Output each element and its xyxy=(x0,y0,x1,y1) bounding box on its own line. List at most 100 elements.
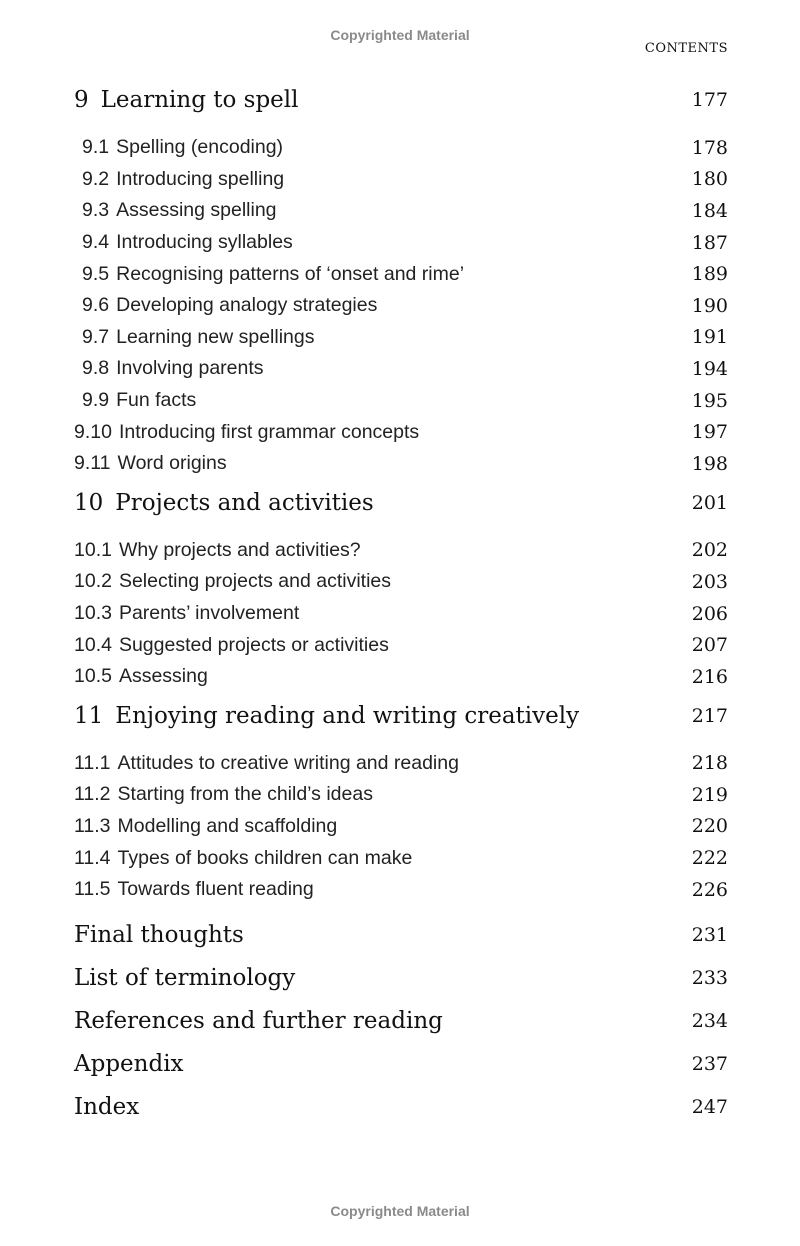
section-page: 191 xyxy=(691,326,728,349)
section-number: 10.2 xyxy=(74,570,112,593)
section-title: Assessing spelling xyxy=(116,199,277,222)
end-matter-title: Index xyxy=(74,1093,140,1120)
chapter-number: 9 xyxy=(74,87,89,113)
section-number: 10.3 xyxy=(74,602,112,625)
section-page: 178 xyxy=(691,136,728,159)
section-number: 9.8 xyxy=(82,357,110,380)
section-number: 11.2 xyxy=(74,783,111,806)
chapter-group: 10 Projects and activities 201 10.1 Why proj… xyxy=(74,480,728,693)
section-title: Modelling and scaffolding xyxy=(117,814,338,837)
section-heading: 10.5 Assessing xyxy=(74,665,208,688)
chapter-page: 217 xyxy=(691,704,728,727)
end-matter-page: 237 xyxy=(691,1052,728,1075)
end-matter-title: References and further reading xyxy=(74,1007,443,1034)
section-number: 9.1 xyxy=(82,136,110,159)
end-matter-page: 231 xyxy=(691,923,728,946)
section-title: Types of books children can make xyxy=(117,846,413,869)
section-title: Involving parents xyxy=(116,357,264,380)
section-number: 10.5 xyxy=(74,665,112,688)
section-entry: 9.2 Introducing spelling 180 xyxy=(74,164,728,196)
section-entry: 9.9 Fun facts 195 xyxy=(74,385,728,417)
section-entry: 11.3 Modelling and scaffolding 220 xyxy=(74,811,728,843)
section-number: 11.5 xyxy=(74,878,111,901)
end-matter-title: List of terminology xyxy=(74,964,296,991)
section-entry: 9.7 Learning new spellings 191 xyxy=(74,322,728,354)
section-entry: 11.4 Types of books children can make 222 xyxy=(74,842,728,874)
section-page: 220 xyxy=(691,815,728,838)
chapter-heading: 9 Learning to spell xyxy=(74,87,299,113)
section-heading: 11.2 Starting from the child’s ideas xyxy=(74,783,373,806)
section-number: 9.6 xyxy=(82,294,110,317)
section-title: Attitudes to creative writing and readin… xyxy=(117,751,459,774)
chapter-page: 201 xyxy=(691,491,728,514)
section-title: Towards fluent reading xyxy=(117,878,314,901)
chapter-title: Enjoying reading and writing creatively xyxy=(115,702,580,729)
section-title: Selecting projects and activities xyxy=(118,570,392,593)
end-matter: Final thoughts 231 List of terminology 233 R… xyxy=(74,913,728,1128)
section-title: Suggested projects or activities xyxy=(118,633,389,656)
section-entry: 10.4 Suggested projects or activities 207 xyxy=(74,629,728,661)
section-page: 219 xyxy=(691,783,728,806)
section-number: 11.1 xyxy=(74,751,111,774)
section-entry: 9.11 Word origins 198 xyxy=(74,448,728,480)
section-entry: 11.5 Towards fluent reading 226 xyxy=(74,874,728,906)
section-entry: 9.1 Spelling (encoding) 178 xyxy=(74,132,728,164)
section-number: 10.1 xyxy=(74,538,112,561)
end-matter-entry: List of terminology 233 xyxy=(74,956,728,999)
section-title: Spelling (encoding) xyxy=(116,136,284,159)
section-number: 9.7 xyxy=(82,325,110,348)
section-entry: 10.2 Selecting projects and activities 203 xyxy=(74,566,728,598)
section-page: 222 xyxy=(691,847,728,870)
section-heading: 10.2 Selecting projects and activities xyxy=(74,570,391,593)
section-title: Learning new spellings xyxy=(116,325,315,348)
section-page: 194 xyxy=(691,357,728,380)
section-entry: 10.1 Why projects and activities? 202 xyxy=(74,535,728,567)
section-page: 180 xyxy=(691,168,728,191)
end-matter-entry: Final thoughts 231 xyxy=(74,913,728,956)
section-title: Fun facts xyxy=(116,389,197,412)
section-entry: 11.1 Attitudes to creative writing and re… xyxy=(74,748,728,780)
section-title: Introducing first grammar concepts xyxy=(118,420,420,443)
section-title: Starting from the child’s ideas xyxy=(117,783,373,806)
section-page: 197 xyxy=(691,421,728,444)
section-entry: 9.8 Involving parents 194 xyxy=(74,353,728,385)
section-page: 218 xyxy=(691,752,728,775)
section-number: 9.3 xyxy=(82,199,110,222)
end-matter-entry: Appendix 237 xyxy=(74,1042,728,1085)
section-page: 207 xyxy=(691,634,728,657)
section-page: 195 xyxy=(691,389,728,412)
section-heading: 10.3 Parents’ involvement xyxy=(74,602,299,625)
section-heading: 9.7 Learning new spellings xyxy=(82,326,315,349)
section-heading: 9.10 Introducing first grammar concepts xyxy=(74,421,419,444)
section-number: 9.2 xyxy=(82,167,110,190)
section-entry: 9.3 Assessing spelling 184 xyxy=(74,195,728,227)
section-number: 9.11 xyxy=(74,452,111,475)
section-page: 190 xyxy=(691,294,728,317)
end-matter-entry: Index 247 xyxy=(74,1085,728,1128)
section-heading: 9.8 Involving parents xyxy=(82,357,264,380)
section-entry: 11.2 Starting from the child’s ideas 219 xyxy=(74,779,728,811)
end-matter-page: 247 xyxy=(691,1095,728,1118)
section-heading: 11.5 Towards fluent reading xyxy=(74,878,314,901)
end-matter-entry: References and further reading 234 xyxy=(74,999,728,1042)
chapter-entry: 11 Enjoying reading and writing creativel… xyxy=(74,693,728,739)
section-entry: 9.5 Recognising patterns of ‘onset and ri… xyxy=(74,258,728,290)
section-number: 11.4 xyxy=(74,846,111,869)
section-title: Introducing spelling xyxy=(116,167,285,190)
copyright-watermark-top: Copyrighted Material xyxy=(330,27,470,43)
section-page: 206 xyxy=(691,602,728,625)
section-heading: 11.3 Modelling and scaffolding xyxy=(74,815,337,838)
section-entry: 10.3 Parents’ involvement 206 xyxy=(74,598,728,630)
section-title: Assessing xyxy=(118,665,208,688)
section-title: Developing analogy strategies xyxy=(116,294,378,317)
chapter-entry: 10 Projects and activities 201 xyxy=(74,480,728,526)
section-page: 203 xyxy=(691,570,728,593)
section-heading: 11.4 Types of books children can make xyxy=(74,847,412,870)
section-heading: 11.1 Attitudes to creative writing and re… xyxy=(74,752,459,775)
section-title: Why projects and activities? xyxy=(118,538,361,561)
section-title: Recognising patterns of ‘onset and rime’ xyxy=(116,262,465,285)
section-entry: 10.5 Assessing 216 xyxy=(74,661,728,693)
chapter-page: 177 xyxy=(691,89,728,111)
section-heading: 10.1 Why projects and activities? xyxy=(74,539,361,562)
section-page: 184 xyxy=(691,199,728,222)
